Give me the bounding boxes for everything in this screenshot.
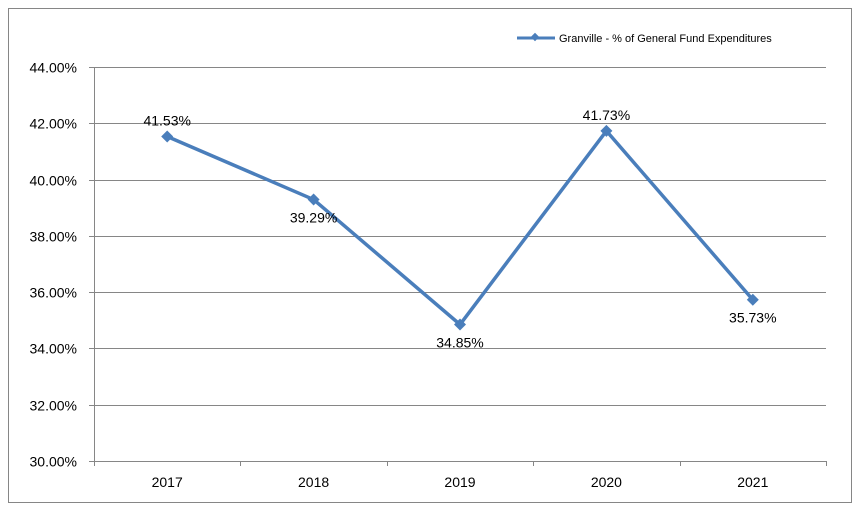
data-point-marker: [746, 293, 759, 306]
data-label: 41.73%: [583, 107, 630, 123]
data-point-marker: [161, 130, 174, 143]
x-tick-label: 2017: [152, 474, 183, 490]
x-tick-label: 2021: [737, 474, 768, 490]
y-tick-label: 32.00%: [30, 398, 77, 414]
axes: [89, 67, 827, 466]
chart-frame: [8, 8, 852, 503]
legend: Granville - % of General Fund Expenditur…: [517, 32, 772, 45]
legend-label: Granville - % of General Fund Expenditur…: [559, 33, 772, 45]
data-labels: 41.53% 39.29% 34.85% 41.73% 35.73%: [143, 107, 776, 351]
data-label: 34.85%: [436, 335, 483, 351]
y-tick-label: 34.00%: [30, 341, 77, 357]
data-label: 41.53%: [143, 113, 190, 129]
x-tick-label: 2018: [298, 474, 329, 490]
data-label: 39.29%: [290, 210, 337, 226]
y-tick-label: 36.00%: [30, 285, 77, 301]
data-point-marker: [600, 124, 613, 137]
data-label: 35.73%: [729, 310, 776, 326]
data-point-marker: [307, 193, 320, 206]
y-tick-label: 44.00%: [30, 60, 77, 76]
series-markers: [161, 124, 759, 331]
y-axis-tick-labels: 30.00% 32.00% 34.00% 36.00% 38.00% 40.00% 42.0…: [30, 60, 77, 470]
y-tick-label: 40.00%: [30, 173, 77, 189]
gridlines: [94, 67, 826, 406]
x-tick-label: 2019: [444, 474, 475, 490]
y-tick-label: 38.00%: [30, 229, 77, 245]
x-tick-label: 2020: [591, 474, 622, 490]
x-axis-tick-labels: 2017 2018 2019 2020 2021: [152, 474, 769, 490]
y-tick-label: 42.00%: [30, 116, 77, 132]
data-point-marker: [454, 318, 466, 331]
y-tick-label: 30.00%: [30, 454, 77, 470]
